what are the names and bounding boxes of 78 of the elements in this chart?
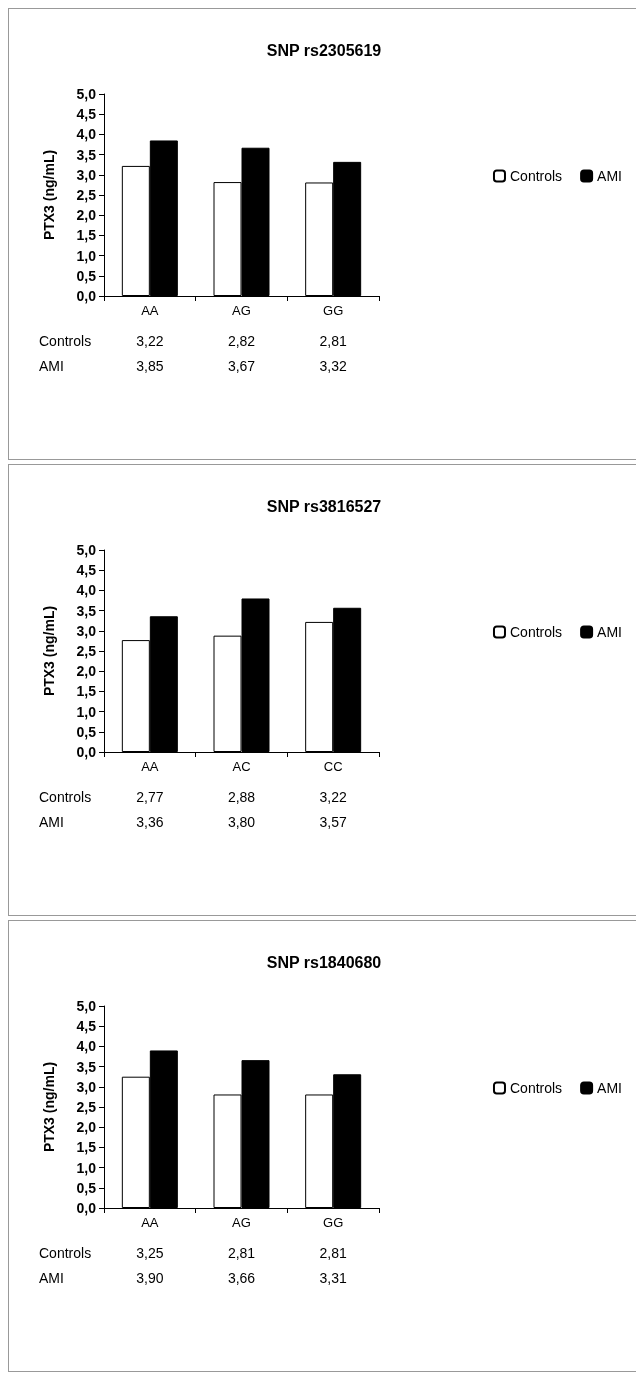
legend-label: AMI [597, 624, 622, 640]
y-tick-label: 0,5 [76, 267, 97, 284]
y-tick-label: 0,5 [76, 1179, 97, 1196]
y-tick-label: 5,0 [76, 86, 97, 102]
y-tick-label: 4,0 [76, 1038, 97, 1055]
x-tick-label: AC [232, 759, 251, 774]
data-label: 2,81 [319, 333, 347, 349]
x-tick-label: AA [141, 1215, 159, 1230]
data-label: 2,82 [227, 333, 256, 349]
y-tick-label: 4,5 [76, 562, 97, 579]
y-tick-label: 1,5 [76, 683, 97, 700]
legend-label: Controls [509, 168, 563, 184]
y-tick-label: 2,5 [76, 187, 97, 203]
text: Controls [39, 333, 92, 349]
data-label: 3,22 [319, 789, 347, 805]
text: Controls [39, 789, 92, 805]
x-tick-label: AG [232, 1215, 251, 1230]
data-label: 2,88 [227, 789, 256, 805]
x-tick-label: AA [141, 303, 159, 318]
y-tick-label: 2,5 [76, 643, 97, 659]
y-tick-label: 3,0 [76, 622, 97, 639]
data-label: 3,22 [136, 333, 164, 349]
legend-label: Controls [509, 1080, 563, 1096]
y-tick-label: 3,5 [76, 602, 97, 619]
chart-title: SNP rs3816527 [266, 497, 382, 515]
y-tick-label: 5,0 [76, 542, 97, 558]
text: AMI [39, 358, 64, 374]
y-tick-label: 3,5 [76, 146, 97, 163]
data-label: 2,81 [227, 1245, 256, 1261]
data-label: 3,66 [227, 1270, 256, 1286]
y-tick-label: 4,0 [76, 582, 97, 599]
data-label: 3,80 [227, 814, 256, 830]
y-tick-label: 1,5 [76, 227, 97, 244]
legend-label: AMI [597, 168, 622, 184]
y-tick-label: 3,0 [76, 166, 97, 183]
text: AMI [39, 1270, 64, 1286]
data-label: 3,67 [227, 358, 256, 374]
legend-label: Controls [509, 624, 563, 640]
y-tick-label: 2,0 [76, 1119, 97, 1136]
y-tick-label: 4,5 [76, 106, 97, 123]
y-tick-label: 2,0 [76, 663, 97, 680]
data-label: 3,36 [136, 814, 164, 830]
data-label: 2,81 [319, 1245, 347, 1261]
y-tick-label: 1,0 [76, 1159, 97, 1176]
data-label: 3,25 [136, 1245, 164, 1261]
data-label: 3,90 [136, 1270, 164, 1286]
data-label: 3,32 [319, 358, 347, 374]
y-tick-label: 3,5 [76, 1058, 97, 1075]
x-tick-label: GG [323, 1215, 344, 1230]
y-tick-label: 2,0 [76, 207, 97, 224]
y-tick-label: 1,0 [76, 703, 97, 720]
y-tick-label: 0,0 [76, 744, 97, 760]
y-tick-label: 3,0 [76, 1078, 97, 1095]
y-tick-label: 4,5 [76, 1018, 97, 1035]
text: Controls [39, 1245, 92, 1261]
legend-label: AMI [597, 1080, 622, 1096]
x-tick-label: AA [141, 759, 159, 774]
data-label: 3,31 [319, 1270, 347, 1286]
y-tick-label: 0,0 [76, 1200, 97, 1216]
y-tick-label: 1,5 [76, 1139, 97, 1156]
x-tick-label: GG [323, 303, 344, 318]
y-tick-label: 0,5 [76, 723, 97, 740]
y-axis-title: PTX3 (ng/mL) [41, 149, 57, 241]
y-tick-label: 0,0 [76, 288, 97, 304]
y-tick-label: 1,0 [76, 247, 97, 264]
text: AMI [39, 814, 64, 830]
data-label: 3,85 [136, 358, 164, 374]
data-label: 3,57 [319, 814, 347, 830]
x-tick-label: CC [323, 759, 343, 774]
y-tick-label: 4,0 [76, 126, 97, 143]
y-axis-title: PTX3 (ng/mL) [41, 1061, 57, 1153]
y-tick-label: 5,0 [76, 998, 97, 1014]
y-tick-label: 2,5 [76, 1099, 97, 1115]
y-axis-title: PTX3 (ng/mL) [41, 605, 57, 697]
chart-title: SNP rs1840680 [266, 953, 382, 971]
data-label: 2,77 [136, 789, 164, 805]
x-tick-label: AG [232, 303, 251, 318]
chart-title: SNP rs2305619 [266, 41, 382, 59]
